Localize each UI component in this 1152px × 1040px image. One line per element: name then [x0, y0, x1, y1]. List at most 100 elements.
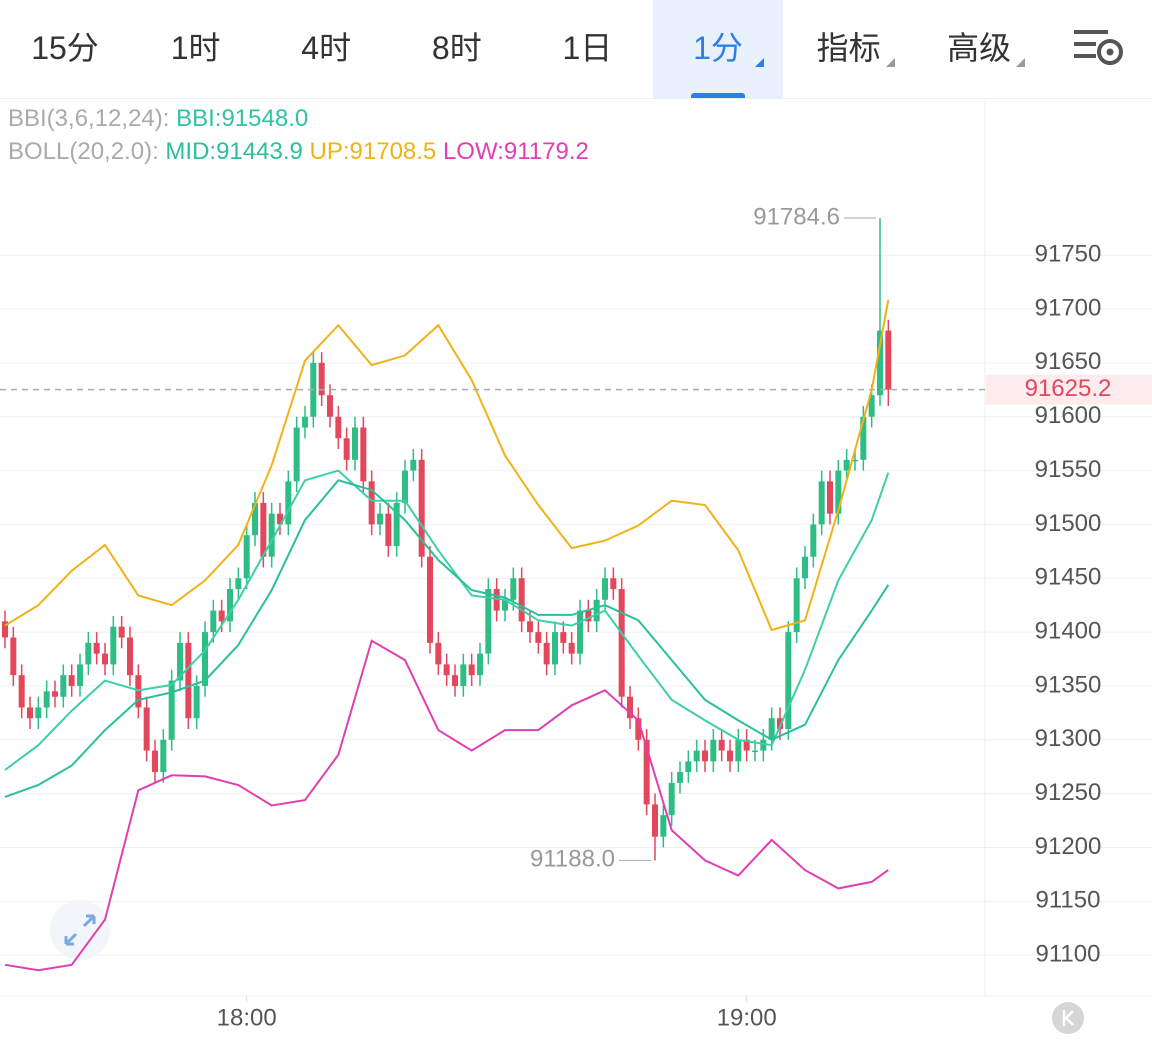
expand-button[interactable] [50, 900, 110, 960]
candle-body [852, 459, 858, 462]
tab[interactable]: 1时 [131, 0, 261, 98]
candle-body [577, 610, 583, 654]
boll-row: BOLL(20,2.0): MID:91443.9 UP:91708.5 LOW… [8, 135, 589, 168]
candle-body [268, 513, 275, 557]
up-value: UP:91708.5 [309, 138, 437, 165]
candle-body [585, 610, 592, 622]
candle-body [543, 642, 550, 665]
candle-body [360, 427, 367, 482]
candle-body [393, 502, 400, 546]
expand-bg[interactable] [50, 900, 110, 960]
indicator-legend: BBI(3,6,12,24): BBI:91548.0 BOLL(20,2.0)… [8, 102, 589, 168]
candle-body [593, 599, 600, 622]
dropdown-indicator[interactable] [885, 58, 895, 67]
y-tick-label: 91450 [1035, 564, 1102, 591]
candle-body [610, 578, 617, 590]
candle-body [52, 691, 58, 697]
candle-body [152, 750, 158, 773]
candle-body [843, 459, 850, 471]
candle-body [518, 578, 525, 622]
tab-label[interactable]: 高级 [947, 30, 1012, 66]
dropdown-indicator[interactable] [1016, 58, 1026, 67]
tab[interactable]: 1分 [653, 0, 783, 98]
tab[interactable]: 1日 [522, 0, 652, 98]
y-tick-label: 91350 [1035, 671, 1102, 698]
y-tick-label: 91600 [1035, 402, 1102, 429]
candle-body [143, 707, 150, 751]
candle-body [377, 513, 383, 525]
y-tick-label: 91100 [1036, 941, 1101, 968]
collapse-bg[interactable] [1052, 1002, 1084, 1034]
boll-label: BOLL(20,2.0): [8, 138, 159, 165]
candle-body [452, 675, 458, 686]
tab-label[interactable]: 15分 [31, 30, 99, 66]
candle-body [227, 589, 233, 622]
collapse-button[interactable] [1052, 1002, 1084, 1034]
candle-body [368, 481, 375, 525]
candle-body [835, 470, 842, 514]
candle-body [135, 675, 142, 708]
tab-label[interactable]: 8时 [431, 30, 482, 66]
candle-body [760, 739, 767, 751]
candle-body [443, 664, 450, 676]
candle-body [235, 578, 242, 590]
tab[interactable]: 15分 [0, 0, 130, 98]
candle-body [552, 632, 558, 665]
bbi-value: BBI:91548.0 [176, 105, 309, 132]
collapse-icon[interactable] [1062, 1010, 1074, 1026]
bbi-label: BBI(3,6,12,24): [8, 105, 170, 132]
candle-body [660, 815, 667, 837]
candle-body [43, 691, 50, 708]
candle-body [293, 427, 300, 482]
y-tick-label: 91650 [1035, 348, 1102, 375]
candle-body [643, 739, 650, 805]
candle-body [385, 513, 392, 546]
tab-label[interactable]: 1时 [170, 30, 221, 66]
candle-body [702, 750, 708, 762]
candle-body [243, 535, 250, 579]
y-tick-label: 91500 [1035, 510, 1102, 537]
selected-underline [691, 93, 745, 98]
candle-body [710, 739, 717, 762]
candle-body [560, 632, 567, 643]
tab-label[interactable]: 4时 [301, 30, 352, 66]
candle-body [418, 459, 425, 557]
candle-body [793, 578, 800, 633]
candle-body [10, 637, 17, 676]
candle-body [468, 664, 475, 676]
candle-body [327, 395, 333, 417]
candle-body [118, 626, 125, 638]
indicator-line [4, 479, 890, 798]
candle-body [60, 675, 67, 697]
tab[interactable]: 8时 [392, 0, 522, 98]
candle-body [85, 642, 92, 665]
tab[interactable]: 4时 [261, 0, 391, 98]
tab-label[interactable]: 1分 [693, 30, 743, 66]
candle-body [335, 416, 342, 439]
candle-body [402, 470, 408, 503]
extreme-label: 91188.0 [530, 846, 615, 873]
candle-body [102, 653, 108, 665]
tab-label[interactable]: 1日 [562, 30, 613, 66]
dropdown-indicator[interactable] [755, 58, 764, 67]
candle-body [193, 685, 200, 719]
low-value: LOW:91179.2 [442, 138, 589, 165]
candle-body [802, 556, 808, 579]
tab[interactable]: 指标 [784, 0, 914, 98]
candle-body [535, 632, 542, 643]
expand-icon[interactable] [64, 914, 96, 946]
candle-body [343, 438, 350, 460]
tab-label[interactable]: 指标 [816, 30, 881, 66]
candle-body [818, 481, 825, 525]
tab[interactable]: 高级 [914, 0, 1044, 98]
candle-body [210, 610, 217, 633]
candle-body [885, 330, 892, 390]
last-price-bg [986, 374, 1152, 405]
y-tick-label: 91750 [1035, 241, 1102, 268]
candle-body [810, 524, 817, 557]
candle-body [752, 750, 758, 753]
candle-body [35, 707, 42, 719]
settings-icon[interactable] [1074, 28, 1126, 68]
